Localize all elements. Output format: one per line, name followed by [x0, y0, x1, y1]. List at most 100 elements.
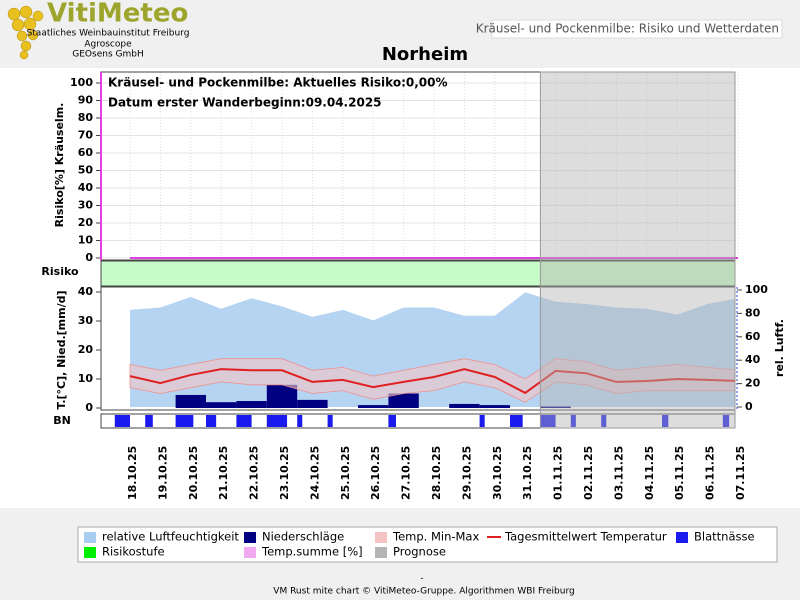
legend-label: Risikostufe — [102, 545, 165, 559]
page-title: Kräusel- und Pockenmilbe: Risiko und Wet… — [476, 22, 779, 36]
y-tick-label: 40 — [78, 285, 94, 298]
y-tick-label: 0 — [85, 401, 93, 414]
x-tick-label: 22.10.25 — [248, 446, 261, 500]
x-tick-label: 18.10.25 — [126, 446, 139, 500]
y2-axis-label: rel. Luftf. — [773, 319, 786, 377]
x-tick-label: 21.10.25 — [217, 446, 230, 500]
forecast-shade — [539, 71, 736, 429]
y-tick-label: 90 — [78, 94, 94, 107]
x-tick-label: 25.10.25 — [339, 446, 352, 500]
legend-label: relative Luftfeuchtigkeit — [102, 530, 239, 544]
y2-tick-label: 40 — [745, 353, 761, 366]
leaf-wetness — [479, 415, 485, 427]
leaf-wetness — [114, 415, 130, 427]
leaf-wetness — [297, 415, 303, 427]
y-tick-label: 40 — [78, 181, 94, 194]
precip-bar — [266, 384, 298, 408]
leaf-wetness — [510, 415, 523, 427]
legend-swatch — [84, 547, 96, 558]
y-tick-label: 100 — [70, 76, 93, 89]
annotation: Datum erster Wanderbeginn:09.04.2025 — [108, 96, 382, 110]
logo: VitiMeteo — [47, 0, 188, 29]
y-tick-label: 30 — [78, 199, 94, 212]
footer-dash: - — [420, 574, 423, 584]
legend-swatch — [244, 532, 256, 543]
x-tick-label: 30.10.25 — [491, 446, 504, 500]
leaf-wetness — [388, 415, 396, 427]
x-tick-label: 28.10.25 — [430, 446, 443, 500]
page-title-box — [491, 19, 783, 39]
x-tick-label: 04.11.25 — [643, 446, 656, 500]
y-tick-label: 20 — [78, 216, 94, 229]
mean-temp-line — [129, 368, 735, 395]
footer-credit: VM Rust mite chart © VitiMeteo-Gruppe. A… — [273, 587, 574, 597]
y2-tick-label: 100 — [745, 283, 768, 296]
y-tick-label: 80 — [78, 111, 94, 124]
x-tick-label: 19.10.25 — [156, 446, 169, 500]
legend-label: Temp.summe [%] — [261, 545, 363, 559]
y-tick-label: 0 — [85, 251, 93, 264]
legend-label: Temp. Min-Max — [392, 530, 479, 544]
leaf-wetness — [236, 415, 252, 427]
precip-bar — [479, 405, 510, 408]
legend-swatch — [676, 532, 688, 543]
y2-tick-label: 80 — [745, 306, 761, 319]
leaf-wetness — [145, 415, 153, 427]
leaf-wetness — [327, 415, 333, 427]
precip-bar — [449, 403, 480, 408]
precip-bar — [206, 402, 237, 408]
x-tick-label: 31.10.25 — [521, 446, 534, 500]
legend-box — [77, 526, 778, 563]
precip-bar — [236, 401, 267, 408]
leaf-wetness — [722, 415, 730, 427]
x-tick-label: 24.10.25 — [308, 446, 321, 500]
y2-tick-label: 0 — [745, 400, 753, 413]
leaf-wetness — [175, 415, 194, 427]
y-axis-label: Risiko[%] Kräuselm. — [53, 103, 66, 228]
x-tick-label: 07.11.25 — [734, 446, 747, 500]
leaf-wetness — [601, 415, 607, 427]
institute: GEOsens GmbH — [72, 50, 143, 60]
y-tick-label: 70 — [78, 129, 94, 142]
y-tick-label: 60 — [78, 146, 94, 159]
legend-label: Prognose — [393, 545, 446, 559]
y-tick-label: 10 — [78, 234, 94, 247]
y-tick-label: 10 — [78, 372, 94, 385]
risk-strip-label: Risiko — [41, 265, 79, 278]
legend-swatch — [375, 547, 387, 558]
leaf-wetness — [206, 415, 217, 427]
x-tick-label: 29.10.25 — [460, 446, 473, 500]
precip-bar — [388, 393, 419, 408]
risk-strip — [100, 260, 736, 287]
institute: Staatliches Weinbauinstitut Freiburg — [27, 29, 190, 39]
legend-swatch — [84, 532, 96, 543]
precip-bar — [358, 405, 389, 408]
y-tick-label: 50 — [78, 164, 94, 177]
legend-swatch — [375, 532, 387, 543]
y-tick-label: 30 — [78, 314, 94, 327]
leaf-wetness — [540, 415, 556, 427]
y2-tick-label: 60 — [745, 330, 761, 343]
y2-tick-label: 20 — [745, 377, 761, 390]
legend-label: Niederschläge — [262, 530, 344, 544]
x-tick-label: 01.11.25 — [552, 446, 565, 500]
leaf-wetness — [266, 415, 288, 427]
precip-bar — [540, 406, 571, 408]
x-tick-label: 26.10.25 — [369, 446, 382, 500]
x-tick-label: 06.11.25 — [704, 446, 717, 500]
x-tick-label: 27.10.25 — [400, 446, 413, 500]
chart-title: Norheim — [382, 44, 468, 65]
legend-swatch — [244, 547, 256, 558]
leaf-wetness — [570, 415, 576, 427]
leaf-wetness — [662, 415, 669, 427]
logo-grapes — [7, 5, 44, 60]
weather-plot — [129, 292, 735, 408]
bn-label: BN — [53, 414, 71, 427]
legend-label: Blattnässe — [694, 530, 755, 544]
legend-label: Tagesmittelwert Temperatur — [504, 530, 667, 544]
x-tick-label: 02.11.25 — [582, 446, 595, 500]
precip-bar — [297, 399, 328, 408]
x-tick-label: 05.11.25 — [673, 446, 686, 500]
x-tick-label: 03.11.25 — [612, 446, 625, 500]
x-tick-label: 20.10.25 — [187, 446, 200, 500]
